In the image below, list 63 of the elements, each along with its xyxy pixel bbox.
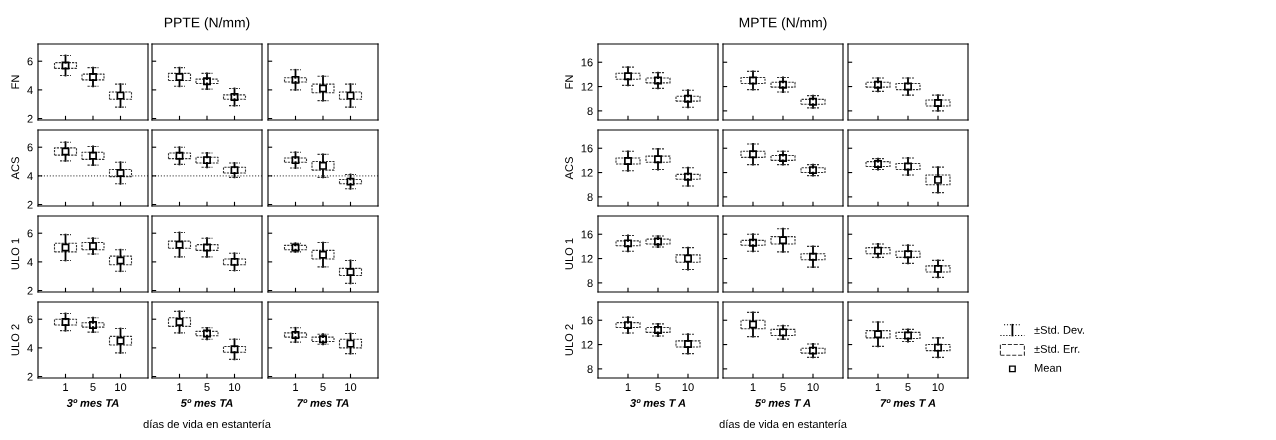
x-tick-label: 1 [177,383,183,391]
y-tick-label: 12 [581,340,593,349]
y-axis-title: ACS [11,157,20,180]
x-axis-title: 3º mes TA [66,399,119,407]
y-tick-label: 8 [587,193,593,202]
y-tick-label: 6 [27,143,33,152]
x-axis-title: 5º mes TA [180,399,233,407]
x-tick-label: 10 [345,383,357,392]
text: ±Std. Dev. [1034,325,1084,334]
x-axis-title: 5º mes T A [755,399,811,407]
x-tick-label: 1 [63,383,69,391]
chart-title: PPTE (N/mm) [164,17,250,31]
chart-title: MPTE (N/mm) [739,17,827,31]
y-tick-label: 2 [27,372,33,381]
y-tick-label: 16 [581,316,593,325]
x-tick-label: 10 [682,383,694,392]
text: ±Std. Err. [1034,344,1080,353]
y-tick-label: 4 [27,86,33,94]
y-tick-label: 12 [581,254,593,263]
y-tick-label: 2 [27,114,33,123]
x-tick-label: 5 [204,383,210,392]
y-axis-title: ULO 1 [565,238,574,270]
x-tick-label: 1 [750,383,756,391]
y-tick-label: 8 [587,279,593,288]
x-tick-label: 10 [229,383,241,392]
y-tick-label: 8 [587,365,593,374]
y-tick-label: 6 [27,229,33,238]
x-tick-label: 10 [807,383,819,392]
text: Mean [1034,364,1062,372]
x-tick-label: 5 [905,383,911,392]
y-tick-label: 12 [581,82,593,91]
y-axis-title: ULO 2 [565,324,574,356]
x-axis-title: 7º mes T A [880,399,936,407]
text: días de vida en estantería [143,419,271,429]
y-tick-label: 6 [27,315,33,324]
y-axis-title: ULO 1 [11,238,20,270]
y-tick-label: 16 [581,58,593,67]
x-axis-title: 7º mes TA [297,399,349,407]
y-tick-label: 2 [27,200,33,209]
y-tick-label: 6 [27,57,33,66]
x-axis-title: 3º mes T A [630,399,686,407]
x-tick-label: 1 [293,383,299,391]
y-tick-label: 16 [581,144,593,153]
y-axis-title: ULO 2 [11,324,20,356]
y-tick-label: 12 [581,168,593,177]
x-tick-label: 10 [115,383,127,392]
y-tick-label: 8 [587,107,593,116]
y-tick-label: 2 [27,286,33,295]
y-axis-title: ACS [565,157,574,180]
x-tick-label: 5 [780,383,786,392]
x-tick-label: 1 [875,383,881,391]
y-axis-title: FN [565,75,573,89]
text: días de vida en estantería [719,419,847,429]
x-tick-label: 10 [932,383,944,392]
x-tick-label: 1 [625,383,631,391]
y-tick-label: 4 [27,172,33,180]
y-tick-label: 4 [27,344,33,352]
y-tick-label: 16 [581,230,593,239]
x-tick-label: 5 [655,383,661,392]
x-tick-label: 5 [90,383,96,392]
x-tick-label: 5 [320,383,326,392]
y-axis-title: FN [11,75,20,89]
y-tick-label: 4 [27,258,33,266]
